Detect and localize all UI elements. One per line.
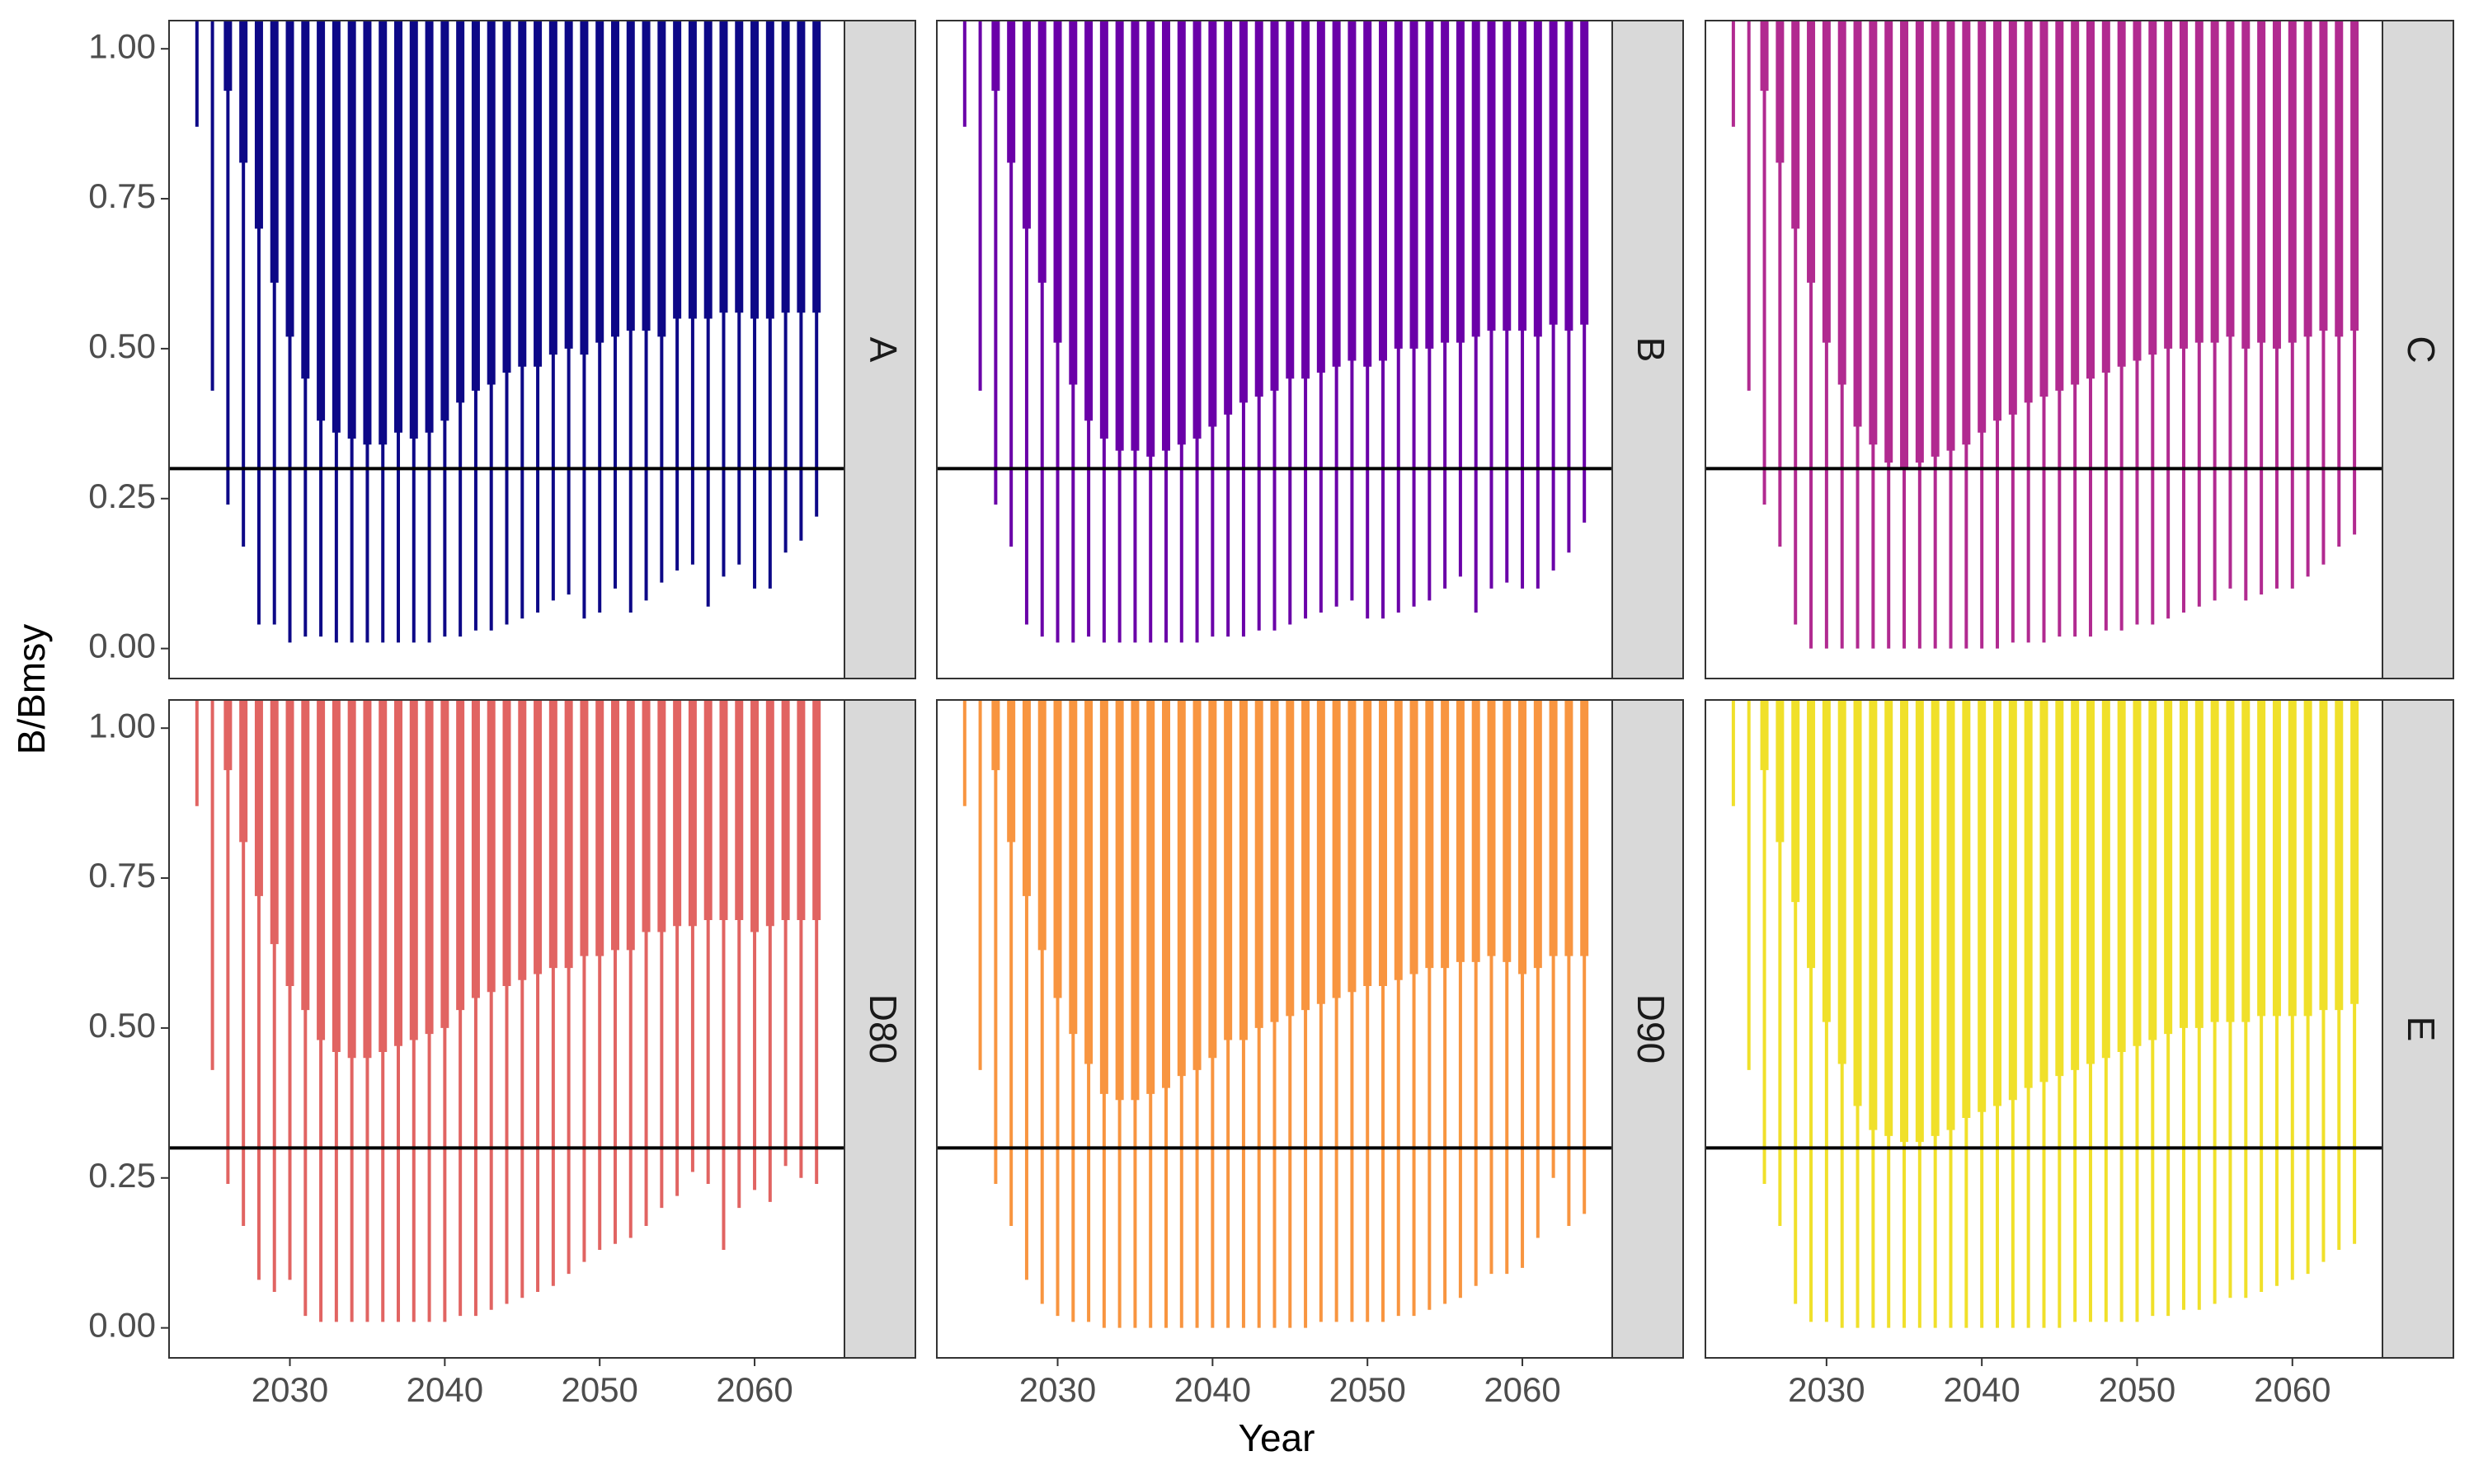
strip (1611, 699, 1684, 1359)
x-tick-label: 2040 (1174, 1370, 1251, 1409)
strip (2382, 20, 2454, 679)
panel-marks (1705, 700, 2382, 1328)
panel: B (936, 20, 1684, 679)
x-tick-label: 2040 (1943, 1370, 2020, 1409)
panel: D90 2030 2040 2050 2060 (936, 699, 1684, 1409)
strip (844, 20, 916, 679)
strip-label: B (1630, 337, 1672, 363)
panel: C (1705, 20, 2454, 679)
y-axis-title: B/Bmsy (10, 624, 53, 754)
strip-label: D80 (862, 994, 905, 1064)
y-tick-label: 0.25 (88, 1156, 156, 1195)
y-tick-label: 0.25 (88, 477, 156, 515)
strip-label: C (2400, 336, 2443, 363)
x-tick-label: 2050 (561, 1370, 637, 1409)
x-tick-label: 2050 (2099, 1370, 2175, 1409)
strip-label: A (862, 337, 905, 363)
y-tick-label: 1.00 (88, 26, 156, 65)
panel-marks (937, 21, 1612, 643)
strip (1611, 20, 1684, 679)
y-tick-label: 0.50 (88, 1006, 156, 1045)
panel: E 2030 2040 2050 2060 (1705, 699, 2454, 1409)
x-tick-label: 2030 (252, 1370, 328, 1409)
x-tick-label: 2060 (2254, 1370, 2331, 1409)
panel: A 0.00 0.25 0.50 0.75 1.00 (88, 20, 916, 679)
x-tick-label: 2060 (716, 1370, 793, 1409)
strip (844, 699, 916, 1359)
strip-label: D90 (1630, 994, 1672, 1064)
y-tick-label: 0.00 (88, 627, 156, 665)
x-tick-label: 2060 (1484, 1370, 1560, 1409)
strip-label: E (2400, 1017, 2443, 1042)
y-tick-label: 1.00 (88, 706, 156, 744)
panel: D80 0.00 0.25 0.50 0.75 1.00 2030 2040 2050 2060 (88, 699, 916, 1409)
y-tick-label: 0.75 (88, 176, 156, 215)
x-tick-label: 2030 (1019, 1370, 1096, 1409)
x-axis-title: Year (1239, 1416, 1315, 1459)
y-tick-label: 0.75 (88, 856, 156, 895)
y-tick-label: 0.00 (88, 1306, 156, 1345)
x-tick-label: 2040 (407, 1370, 483, 1409)
panel-marks (169, 21, 844, 643)
panel-marks (1705, 21, 2382, 649)
x-tick-label: 2050 (1329, 1370, 1405, 1409)
panel-marks (937, 700, 1612, 1328)
y-tick-label: 0.50 (88, 326, 156, 365)
x-tick-label: 2030 (1788, 1370, 1865, 1409)
strip (2382, 699, 2454, 1359)
panel-marks (169, 700, 844, 1322)
